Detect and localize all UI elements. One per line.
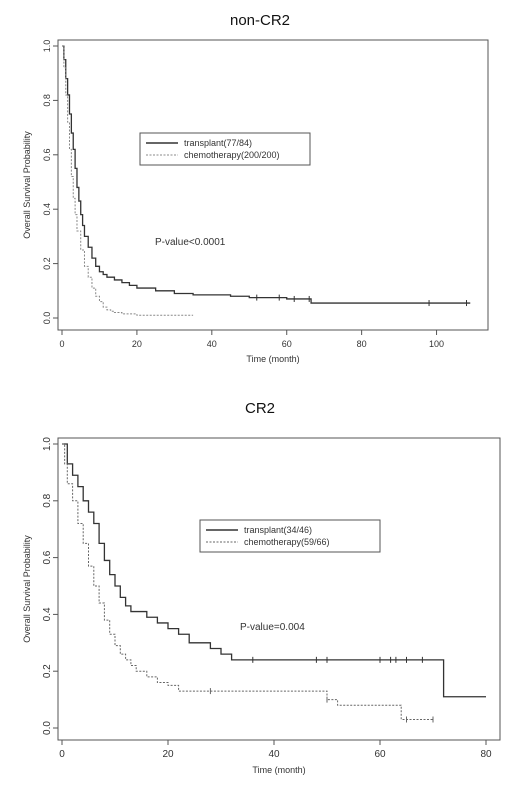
legend-label: chemotherapy(59/66) (244, 537, 330, 547)
legend-label: chemotherapy(200/200) (184, 150, 280, 160)
x-tick-label: 20 (132, 339, 142, 349)
x-tick-label: 40 (207, 339, 217, 349)
series-chemotherapy-line (62, 45, 194, 316)
km-plot-cr2: 0 20 40 60 80 0.0 0.2 0.4 0.6 0.8 1.0 Time (month) O… (22, 437, 501, 775)
x-axis-label: Time (month) (246, 354, 299, 364)
series-transplant-line (62, 443, 486, 698)
x-tick-label: 80 (357, 339, 367, 349)
legend-label: transplant(34/46) (244, 525, 312, 535)
y-tick-label: 0.0 (42, 721, 53, 735)
y-tick-label: 0.8 (42, 94, 52, 107)
legend-label: transplant(77/84) (184, 138, 252, 148)
x-tick-label: 60 (374, 749, 386, 760)
p-value-annotation: P-value<0.0001 (155, 237, 226, 248)
legend-box (199, 519, 381, 553)
y-tick-label: 0.6 (42, 550, 53, 564)
y-tick-label: 0.8 (42, 493, 53, 507)
x-tick-label: 100 (429, 339, 444, 349)
p-value-annotation: P-value=0.004 (240, 622, 305, 633)
y-axis-label: Overall Survival Probability (22, 535, 32, 643)
y-tick-label: 1.0 (42, 437, 53, 451)
plot-frame (57, 437, 501, 741)
legend-box (139, 132, 311, 166)
x-axis-label: Time (month) (252, 765, 305, 775)
x-tick-label: 40 (268, 749, 280, 760)
y-tick-label: 0.2 (42, 257, 52, 270)
km-chart-non-cr2: non-CR2 0 20 40 60 80 100 0.0 0.2 0.4 0.6 0.8 1.0 Ti… (22, 12, 489, 364)
y-tick-label: 0.6 (42, 149, 52, 162)
x-tick-label: 0 (59, 749, 65, 760)
x-tick-label: 0 (59, 339, 64, 349)
y-tick-label: 0.4 (42, 203, 52, 216)
km-plot-non-cr2: 0 20 40 60 80 100 0.0 0.2 0.4 0.6 0.8 1.0 Time (mont… (22, 39, 489, 364)
plot-frame (57, 39, 489, 331)
x-tick-label: 80 (480, 749, 492, 760)
y-tick-label: 0.4 (42, 607, 53, 621)
series-transplant-line (62, 45, 471, 304)
y-axis-label: Overall Survival Probability (22, 131, 32, 239)
chart-title: CR2 (244, 400, 275, 417)
km-chart-cr2: CR2 0 20 40 60 80 0.0 0.2 0.4 0.6 0.8 1.0 Time (mon… (0, 400, 520, 800)
series-chemotherapy-line (62, 443, 433, 720)
x-tick-label: 20 (162, 749, 174, 760)
y-tick-label: 0.0 (42, 312, 52, 325)
y-tick-label: 1.0 (42, 40, 52, 53)
chart-title: non-CR2 (229, 12, 291, 29)
x-tick-label: 60 (282, 339, 292, 349)
y-tick-label: 0.2 (42, 664, 53, 678)
